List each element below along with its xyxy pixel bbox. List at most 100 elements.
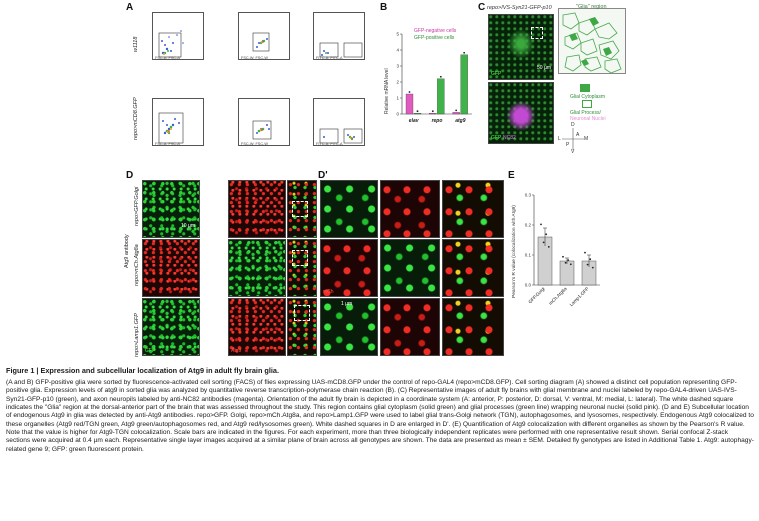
- chart-b-ytick-label: 0: [396, 112, 399, 117]
- d-row1-zoom-box: [292, 201, 308, 217]
- chart-b-bar: [460, 54, 468, 115]
- brain-channel-gfp-top: GFP: [491, 71, 502, 77]
- row-label-w1118: w1118: [133, 36, 139, 52]
- brain-image-bottom: GFP NC82: [488, 82, 554, 144]
- facs-plot-1: FSC-A: FSC-A: [152, 12, 204, 60]
- dp-row3-gfp: 1 µm: [320, 298, 378, 356]
- panel-letter-c: C: [478, 2, 486, 13]
- chart-b-category-label: repo: [432, 118, 443, 124]
- panel-b: 0 1 2 3 4 5 elav repo atg9 GFP-negative cells GF…: [378, 14, 478, 134]
- chart-e-point: [586, 263, 589, 266]
- chart-b-bar: [452, 112, 460, 115]
- legend-gfp-positive: GFP-positive cells: [414, 35, 455, 41]
- panel-letter-a: A: [126, 2, 134, 13]
- atg9-antibody-label: Atg9 antibody: [124, 234, 130, 268]
- brain-channel-nc82: NC82: [503, 135, 516, 141]
- chart-e-point: [540, 223, 542, 226]
- brain-scale-label: 50 µm: [537, 65, 551, 71]
- chart-e: 0.0 0.1 0.2 0.3 GFP.Golgi mCh.Atg8a Lamp1.GFP: [525, 193, 600, 307]
- chart-e-bar: [559, 260, 575, 286]
- facs-x-label-1: FSC-A: FSC-A: [155, 56, 180, 60]
- chart-b-point: [439, 75, 442, 78]
- facs-plot-6: FITC-A: FITC-A: [313, 98, 365, 146]
- chart-b-ytick-label: 4: [396, 48, 399, 53]
- chart-e-ytick-label: 0.1: [525, 253, 532, 258]
- facs-plot-2: FSC-W: FSC-W: [238, 12, 290, 60]
- d-row1-gfp: 10 µm: [142, 180, 200, 238]
- row-label-mch-atg8a: repo>mCh.Atg8a: [134, 244, 140, 286]
- chart-e-ytick-label: 0.0: [525, 283, 532, 288]
- dp-zoom-scale: 1 µm: [341, 301, 353, 307]
- brain-image-top: 50 µm GFP: [488, 14, 554, 80]
- legend-glial-process: Glial Process/: [570, 110, 601, 116]
- legend-glial-cytoplasm: Glial Cytoplasm: [570, 94, 606, 100]
- compass-v: V: [571, 149, 575, 155]
- figure-caption-title: Figure 1 | Expression and subcellular lo…: [6, 366, 280, 375]
- chart-b-category-label: elav: [409, 118, 420, 124]
- chart-e-category-label: Lamp1.GFP: [569, 286, 590, 307]
- panel-letter-d: D: [126, 170, 134, 181]
- facs-plot-3: FITC-A: FITC-A: [313, 12, 365, 60]
- dp-row2-mch: mCh: [320, 239, 378, 297]
- facs-scatter-3: [319, 42, 363, 58]
- panel-letter-dprime: D': [318, 170, 328, 181]
- facs-x-label-5: FSC-W: FSC-W: [241, 142, 268, 146]
- facs-x-label-2: FSC-W: FSC-W: [241, 56, 268, 60]
- chart-e-point: [564, 261, 567, 264]
- chart-b-ytick-label: 3: [396, 64, 399, 69]
- d-row2-mch: [142, 239, 200, 297]
- glia-region-label: "Glia" region: [576, 4, 607, 10]
- chart-b-ylabel: Relative mRNA level: [384, 68, 390, 114]
- facs-scatter-2: [252, 32, 270, 52]
- glia-region-diagram: [558, 8, 626, 74]
- d-row2-zoom-box: [292, 250, 308, 266]
- d-row2-atg9: [228, 239, 286, 297]
- facs-scatter-5: [252, 120, 272, 140]
- chart-e-point: [562, 255, 564, 258]
- chart-b-point: [408, 91, 411, 93]
- facs-scatter-4: [158, 112, 184, 144]
- row-label-repo-mcd8: repo>mCD8.GFP: [133, 97, 139, 140]
- legend-neuronal-nuclei: Neuronal Nuclei: [570, 116, 606, 122]
- legend-gfp-negative: GFP-negative cells: [414, 28, 457, 34]
- dp-row3-atg9: [380, 298, 440, 356]
- panel-c-title: repo>IVS-Syn21-GFP-p10: [487, 5, 552, 11]
- orientation-compass: D V L M A P: [558, 122, 589, 155]
- chart-e-point: [589, 258, 592, 261]
- chart-b-category-label: atg9: [455, 118, 466, 124]
- chart-b-ytick-label: 1: [396, 96, 399, 101]
- chart-e-ytick-label: 0.2: [525, 223, 532, 228]
- facs-scatter-6: [319, 128, 363, 144]
- chart-e-category-label: GFP.Golgi: [527, 286, 545, 304]
- row-label-gfp-golgi: repo>GFP.Golgi: [134, 186, 140, 226]
- brain-channel-gfp-bottom: GFP: [491, 135, 502, 141]
- glia-region-box-top: [531, 27, 543, 39]
- legend-glial-cytoplasm-swatch: [580, 84, 590, 92]
- chart-e-category-label: mCh.Atg8a: [548, 286, 568, 306]
- dp-row3-merge: [442, 298, 504, 356]
- chart-b-bar: [413, 113, 422, 115]
- compass-d: D: [571, 122, 575, 128]
- facs-scatter-1: [158, 30, 184, 58]
- compass-p: P: [566, 142, 570, 148]
- chart-e-ytick-label: 0.3: [525, 193, 532, 198]
- chart-e-point: [584, 251, 586, 254]
- dp-row1-atg9: [380, 180, 440, 238]
- legend-glial-process-swatch: [582, 100, 592, 108]
- chart-b: 0 1 2 3 4 5 elav repo atg9: [396, 32, 472, 124]
- d-scale-label: 10 µm: [181, 223, 195, 229]
- d-row2-merge: [287, 239, 317, 297]
- chart-e-ylabel: Pearson's R value (colocalization with A…: [512, 205, 517, 298]
- glia-diagram-svg: [562, 12, 622, 74]
- chart-e-point: [547, 246, 550, 248]
- chart-b-point: [455, 109, 458, 112]
- chart-b-bar: [405, 93, 414, 115]
- compass-axes-icon: [562, 128, 584, 150]
- chart-b-point: [463, 51, 466, 54]
- d-row3-merge: [287, 298, 317, 356]
- chart-b-bar: [429, 113, 437, 115]
- chart-e-point: [542, 241, 545, 244]
- d-row3-zoom-box: [294, 305, 310, 321]
- d-row1-atg9: [228, 180, 286, 238]
- compass-m: M: [584, 136, 589, 142]
